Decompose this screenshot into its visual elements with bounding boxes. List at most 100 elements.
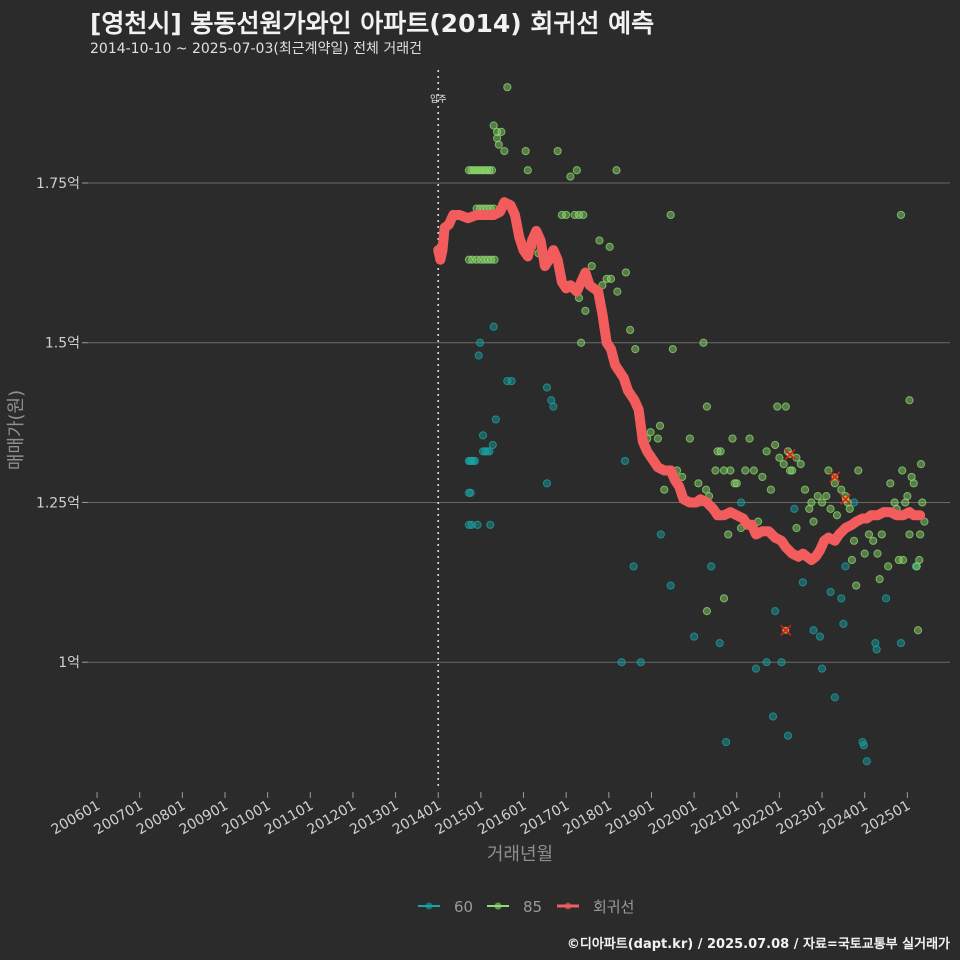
point-85 [553,146,562,156]
point-85 [606,274,616,283]
point-85 [896,210,906,220]
point-60 [837,594,846,603]
y-tick-label: 1.25억 [36,495,80,511]
point-60 [690,632,699,641]
point-60 [507,376,516,386]
point-85 [699,338,708,347]
point-85 [745,434,754,443]
legend: 60 85 회귀선 [418,898,634,916]
point-60 [542,383,552,392]
point-85 [660,485,669,494]
point-85 [485,166,494,175]
point-85 [905,530,914,539]
point-85 [845,504,854,513]
point-85 [830,479,839,488]
regression-line [433,197,926,565]
point-60 [478,447,488,456]
point-85 [570,210,579,220]
point-60 [862,757,871,766]
point-85 [494,140,503,149]
point-85 [898,466,907,475]
point-85 [497,127,506,136]
point-60 [629,562,638,571]
point-85 [781,402,790,411]
point-60 [474,351,483,360]
point-85 [579,210,588,220]
flag-mark [780,624,792,636]
point-60 [768,712,778,721]
point-85 [732,479,741,488]
point-60 [486,520,495,529]
point-60 [481,447,490,456]
point-85 [905,396,914,405]
point-85 [500,146,509,156]
y-tick-label: 1.5억 [45,336,80,352]
point-60 [470,456,480,466]
point-85 [572,166,581,175]
point-85 [702,402,712,411]
point-85 [877,530,886,539]
point-85 [869,536,878,545]
x-tick-label: 202501 [859,798,913,839]
point-85 [898,555,908,565]
point-85 [766,485,775,494]
point-85 [813,491,822,501]
point-85 [685,434,694,443]
point-60 [656,530,665,539]
move-in-annotation: 입주 [430,70,447,790]
y-axis-title: 매매가(원) [6,390,27,470]
point-85 [653,434,662,443]
point-85 [817,498,827,507]
point-85 [557,210,567,220]
point-60 [771,606,780,616]
data-points [464,83,929,766]
point-85 [792,523,801,533]
point-85 [822,491,831,501]
point-85 [613,287,622,296]
point-85 [796,460,805,469]
point-85 [916,460,926,469]
point-85 [847,555,857,565]
point-60 [815,632,825,641]
flag-mark [839,493,852,505]
point-85 [562,210,571,220]
point-85 [864,530,874,539]
point-85 [758,472,767,482]
point-60 [620,456,630,466]
point-85 [894,555,903,565]
point-60 [849,498,859,507]
point-60 [485,447,494,456]
point-60 [636,658,645,667]
point-85 [730,479,739,488]
point-85 [832,511,842,520]
point-85 [920,517,929,526]
point-85 [605,242,614,252]
point-85 [749,466,758,475]
point-60 [707,562,716,571]
point-85 [837,485,846,494]
point-60 [491,415,500,424]
point-60 [777,658,786,667]
point-60 [783,731,793,740]
point-85 [726,466,735,475]
point-85 [762,447,771,456]
grid-lines [88,182,950,663]
point-85 [719,466,729,475]
point-85 [903,491,912,501]
point-85 [724,530,733,539]
point-85 [702,606,712,616]
point-60 [871,638,880,648]
point-85 [875,575,884,584]
point-85 [741,466,750,475]
point-60 [478,431,488,440]
point-85 [668,345,677,354]
point-60 [549,402,558,411]
point-60 [896,638,906,648]
point-85 [523,166,532,175]
point-85 [694,479,703,488]
point-60 [751,664,761,673]
point-85 [915,555,924,565]
point-85 [598,281,607,290]
flag-mark [829,471,841,483]
